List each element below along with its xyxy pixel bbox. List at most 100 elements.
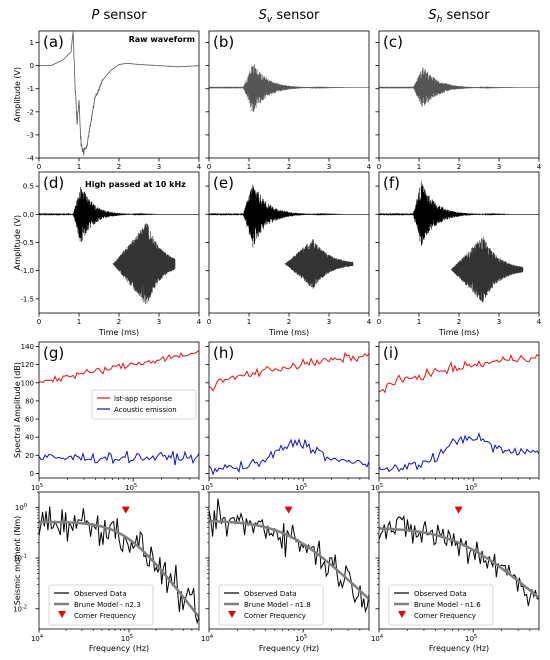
- tick-exponent: 5: [474, 483, 477, 489]
- panel-c: 0 1 2 3 4 (c): [375, 30, 542, 171]
- corner-frequency-marker: [121, 506, 130, 514]
- tick-base: 10: [371, 635, 380, 643]
- x-tick-label: 105: [295, 483, 307, 492]
- tick-base: 10: [15, 504, 24, 512]
- y-tick-label: 20: [25, 452, 34, 460]
- raw-waveform-line: [39, 31, 199, 156]
- plot-area: [39, 186, 199, 304]
- axes-frame: [378, 171, 540, 314]
- tick-exponent: 5: [380, 483, 383, 489]
- legend-entry: Observed Data: [244, 590, 297, 598]
- tick-base: 10: [125, 484, 134, 492]
- column-header-1: Sv sensor: [259, 8, 320, 25]
- tick-exponent: -1: [22, 554, 27, 560]
- plot-area: [39, 349, 199, 466]
- legend-entry: Corner Frequency: [414, 612, 476, 620]
- tick-exponent: 0: [24, 503, 27, 509]
- panel-label-c: (c): [383, 33, 403, 51]
- header-tail: sensor: [272, 8, 320, 23]
- x-tick-label: 0: [377, 318, 381, 326]
- brune-model-line: [209, 519, 369, 601]
- y-tick-label: -1.5: [20, 295, 34, 303]
- x-axis-label: Time (ms): [268, 328, 309, 337]
- panel-title: Raw waveform: [129, 35, 195, 44]
- x-tick-label: 105: [295, 634, 307, 643]
- response-line: [379, 353, 539, 394]
- panel-label-h: (h): [213, 344, 234, 362]
- x-tick-label: 1: [247, 163, 251, 171]
- legend-entry: Brune Model - n2.3: [74, 601, 141, 609]
- secondary-signal-line: [450, 236, 524, 303]
- tick-base: 10: [13, 555, 22, 563]
- x-axis-label: Time (ms): [98, 328, 139, 337]
- x-tick-label: 1: [247, 318, 251, 326]
- axes-frame: [38, 341, 200, 479]
- header-subscript: v: [267, 15, 273, 25]
- x-tick-label: 105: [465, 634, 477, 643]
- y-axis-label: Amplitude (V): [13, 215, 22, 270]
- column-header-0: P sensor: [91, 8, 147, 23]
- axes-frame: [208, 171, 370, 314]
- y-tick-label: 120: [21, 361, 34, 369]
- x-tick-label: 3: [157, 163, 161, 171]
- legend-marker: [398, 611, 406, 618]
- x-tick-label: 1: [417, 318, 421, 326]
- panels: 0 1 2 3 410-1-2-3-4(a) Raw waveformAmplitude …: [13, 30, 542, 653]
- tick-exponent: 5: [210, 483, 213, 489]
- y-tick-label: 100: [15, 503, 27, 512]
- x-tick-label: 0: [377, 163, 381, 171]
- y-tick-label: 10-1: [13, 554, 27, 563]
- legend-entry: Brune Model - n1.6: [414, 601, 481, 609]
- x-tick-label: 0: [207, 163, 211, 171]
- emission-line: [39, 450, 199, 466]
- panel-f: 0 1 2 3 4 (f) Time (ms): [375, 171, 542, 337]
- y-axis-label: Seismic moment (Nm): [13, 516, 22, 606]
- x-tick-label: 4: [197, 318, 202, 326]
- x-tick-label: 1: [77, 318, 81, 326]
- tick-exponent: -2: [22, 604, 27, 610]
- plot-area: [379, 506, 539, 607]
- x-tick-label: 0: [37, 163, 41, 171]
- x-tick-label: 105: [201, 483, 213, 492]
- y-axis-label: Amplitude (V): [13, 67, 22, 122]
- secondary-signal-line: [284, 239, 354, 289]
- tick-base: 10: [295, 635, 304, 643]
- x-tick-label: 105: [31, 483, 43, 492]
- legend-marker: [228, 611, 236, 618]
- x-tick-label: 104: [371, 634, 383, 643]
- tick-base: 10: [31, 635, 40, 643]
- tick-exponent: 4: [380, 634, 383, 640]
- x-tick-label: 2: [287, 318, 291, 326]
- x-tick-label: 3: [327, 163, 331, 171]
- tick-exponent: 5: [134, 483, 137, 489]
- legend-entry: Observed Data: [414, 590, 467, 598]
- axes-frame: [378, 30, 540, 159]
- legend-box: [91, 389, 197, 420]
- header-symbol: P: [91, 8, 99, 23]
- x-tick-label: 3: [327, 318, 331, 326]
- y-tick-label: 0.5: [23, 183, 34, 191]
- axes-frame: [208, 341, 370, 479]
- x-tick-label: 4: [537, 318, 542, 326]
- legend-entry: lst-app response: [114, 395, 172, 403]
- observed-data-line: [209, 498, 369, 614]
- tick-exponent: 4: [210, 634, 213, 640]
- x-axis-label: Frequency (Hz): [259, 644, 319, 653]
- x-tick-label: 4: [537, 163, 542, 171]
- y-tick-label: 1: [30, 39, 34, 47]
- column-titles: P sensor Sv sensor Sh sensor: [91, 8, 490, 25]
- plot-area: [379, 67, 539, 107]
- y-tick-label: 140: [21, 343, 34, 351]
- panel-label-e: (e): [213, 174, 234, 192]
- panel-title: High passed at 10 kHz: [85, 180, 186, 189]
- burst-waveform-line: [209, 64, 369, 112]
- x-tick-label: 3: [497, 318, 501, 326]
- x-axis-label: Frequency (Hz): [429, 644, 489, 653]
- x-tick-label: 2: [457, 318, 461, 326]
- x-tick-label: 1: [77, 163, 81, 171]
- header-subscript: h: [437, 15, 443, 25]
- y-tick-label: 0.0: [23, 211, 34, 219]
- tick-exponent: 5: [130, 634, 133, 640]
